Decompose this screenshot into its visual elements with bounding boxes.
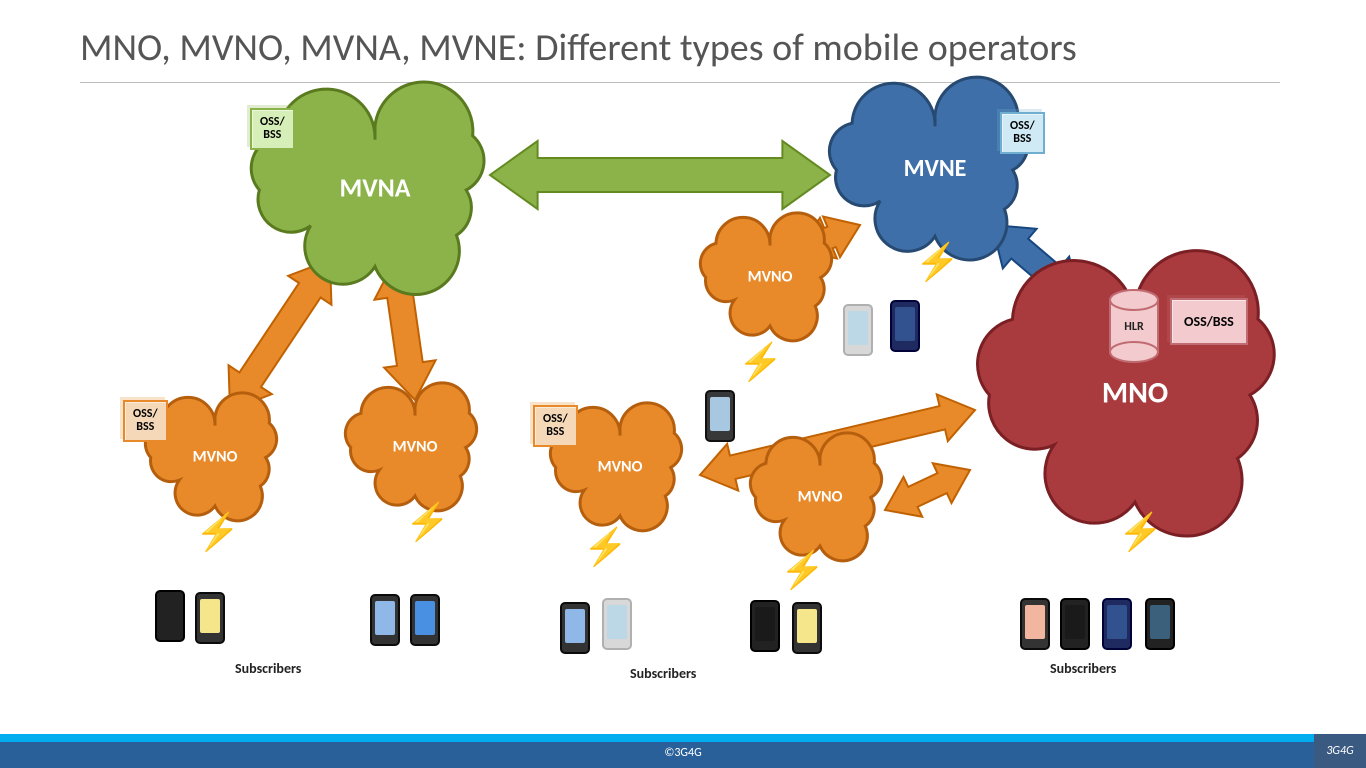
phone-screen xyxy=(565,609,585,643)
bolt-icon: ⚡ xyxy=(738,340,783,384)
phone-screen xyxy=(415,601,435,635)
phone-screen xyxy=(607,605,627,639)
diagram-svg: MVNA MVNE MNO MVNO MVNO MVNO MVNO MVNO HLR xyxy=(0,0,1366,768)
phone-screen xyxy=(848,311,868,345)
arrow xyxy=(700,394,975,490)
arrow xyxy=(490,141,830,209)
arrow xyxy=(229,260,332,410)
phone-screen xyxy=(1150,605,1170,639)
cloud-mvne: MVNE xyxy=(829,77,1028,260)
cloud-label: MVNO xyxy=(798,488,843,507)
cloud-label: MVNO xyxy=(748,268,793,287)
phone-screen xyxy=(375,601,395,635)
bolt-icon: ⚡ xyxy=(915,240,960,284)
oss-bss-box: OSS/BSS xyxy=(533,405,578,447)
page-title: MNO, MVNO, MVNA, MVNE: Different types o… xyxy=(80,25,1077,71)
oss-bss-box: OSS/BSS xyxy=(1170,298,1248,345)
footer-copyright: ©3G4G xyxy=(0,746,1366,760)
subscribers-label: Subscribers xyxy=(235,660,301,677)
bolt-icon: ⚡ xyxy=(1118,510,1163,554)
phone-screen xyxy=(200,599,220,633)
title-divider xyxy=(80,82,1280,83)
bolt-icon: ⚡ xyxy=(583,525,628,569)
phone-screen xyxy=(895,307,915,341)
cloud-mvno: MVNO xyxy=(345,383,476,511)
cloud-label: MVNO xyxy=(393,438,438,457)
cloud-label: MVNO xyxy=(598,458,643,477)
arrow xyxy=(374,260,435,400)
phone-screen xyxy=(1065,605,1085,639)
phone-screen xyxy=(1107,605,1127,639)
phone-screen xyxy=(160,597,180,631)
cloud-label: MNO xyxy=(1102,375,1168,412)
brand-badge: 3G4G xyxy=(1314,734,1366,768)
cloud-mno: MNO xyxy=(978,251,1275,536)
cloud-mvno: MVNO xyxy=(700,213,831,341)
arrow xyxy=(885,463,970,517)
cloud-label: MVNO xyxy=(193,448,238,467)
phone-screen xyxy=(1025,605,1045,639)
cloud-mvno: MVNO xyxy=(750,433,881,561)
oss-bss-box: OSS/BSS xyxy=(123,400,168,442)
oss-bss-box: OSS/BSS xyxy=(250,108,295,150)
oss-bss-box: OSS/BSS xyxy=(1000,112,1045,154)
svg-text:HLR: HLR xyxy=(1124,320,1144,334)
phone-screen xyxy=(710,397,730,431)
bolt-icon: ⚡ xyxy=(405,500,450,544)
phone-screen xyxy=(755,607,775,641)
cloud-label: MVNA xyxy=(340,172,411,204)
subscribers-label: Subscribers xyxy=(1050,660,1116,677)
hlr-cylinder: HLR xyxy=(1110,290,1158,362)
bolt-icon: ⚡ xyxy=(195,510,240,554)
cloud-label: MVNE xyxy=(904,154,967,183)
phone-screen xyxy=(797,609,817,643)
bolt-icon: ⚡ xyxy=(780,548,825,592)
arrow xyxy=(992,225,1080,300)
arrow xyxy=(800,217,860,259)
subscribers-label: Subscribers xyxy=(630,665,696,682)
